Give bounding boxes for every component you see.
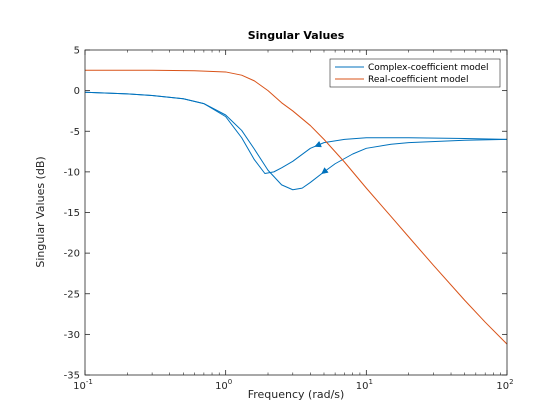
series-layer (84, 69, 508, 345)
y-tick-label-6: -25 (64, 289, 80, 300)
x-ticks: 10-1 100 101 102 (73, 50, 514, 392)
y-tick-label-1: 0 (74, 86, 80, 97)
y-ticks: 5 0 -5 -10 -15 -20 -25 -30 -35 (64, 46, 507, 382)
series-arrow-1 (321, 167, 329, 175)
legend: Complex-coefficient model Real-coefficie… (329, 58, 501, 88)
x-axis-label: Frequency (rad/s) (248, 388, 345, 401)
legend-label-real: Real-coefficient model (368, 75, 468, 85)
y-axis-label: Singular Values (dB) (34, 156, 47, 267)
arrow-layer (314, 140, 329, 175)
x-tick-label-2: 101 (356, 378, 373, 392)
plot-area (85, 50, 507, 375)
legend-label-complex: Complex-coefficient model (368, 63, 489, 73)
x-tick-label-1: 100 (215, 378, 232, 392)
series-arrow-0 (314, 140, 322, 148)
chart-title: Singular Values (248, 29, 345, 42)
x-tick-label-3: 102 (496, 378, 513, 392)
y-tick-label-7: -30 (64, 330, 80, 341)
legend-box (329, 58, 501, 88)
y-tick-label-5: -20 (64, 249, 80, 260)
y-tick-label-0: 5 (74, 46, 80, 57)
y-tick-label-8: -35 (64, 371, 80, 382)
y-tick-label-4: -15 (64, 208, 80, 219)
x-tick-label-0: 10-1 (73, 378, 93, 392)
series-line-2 (85, 69, 508, 345)
series-line-1 (84, 91, 508, 191)
y-tick-label-2: -5 (70, 127, 80, 138)
y-tick-label-3: -10 (64, 167, 80, 178)
